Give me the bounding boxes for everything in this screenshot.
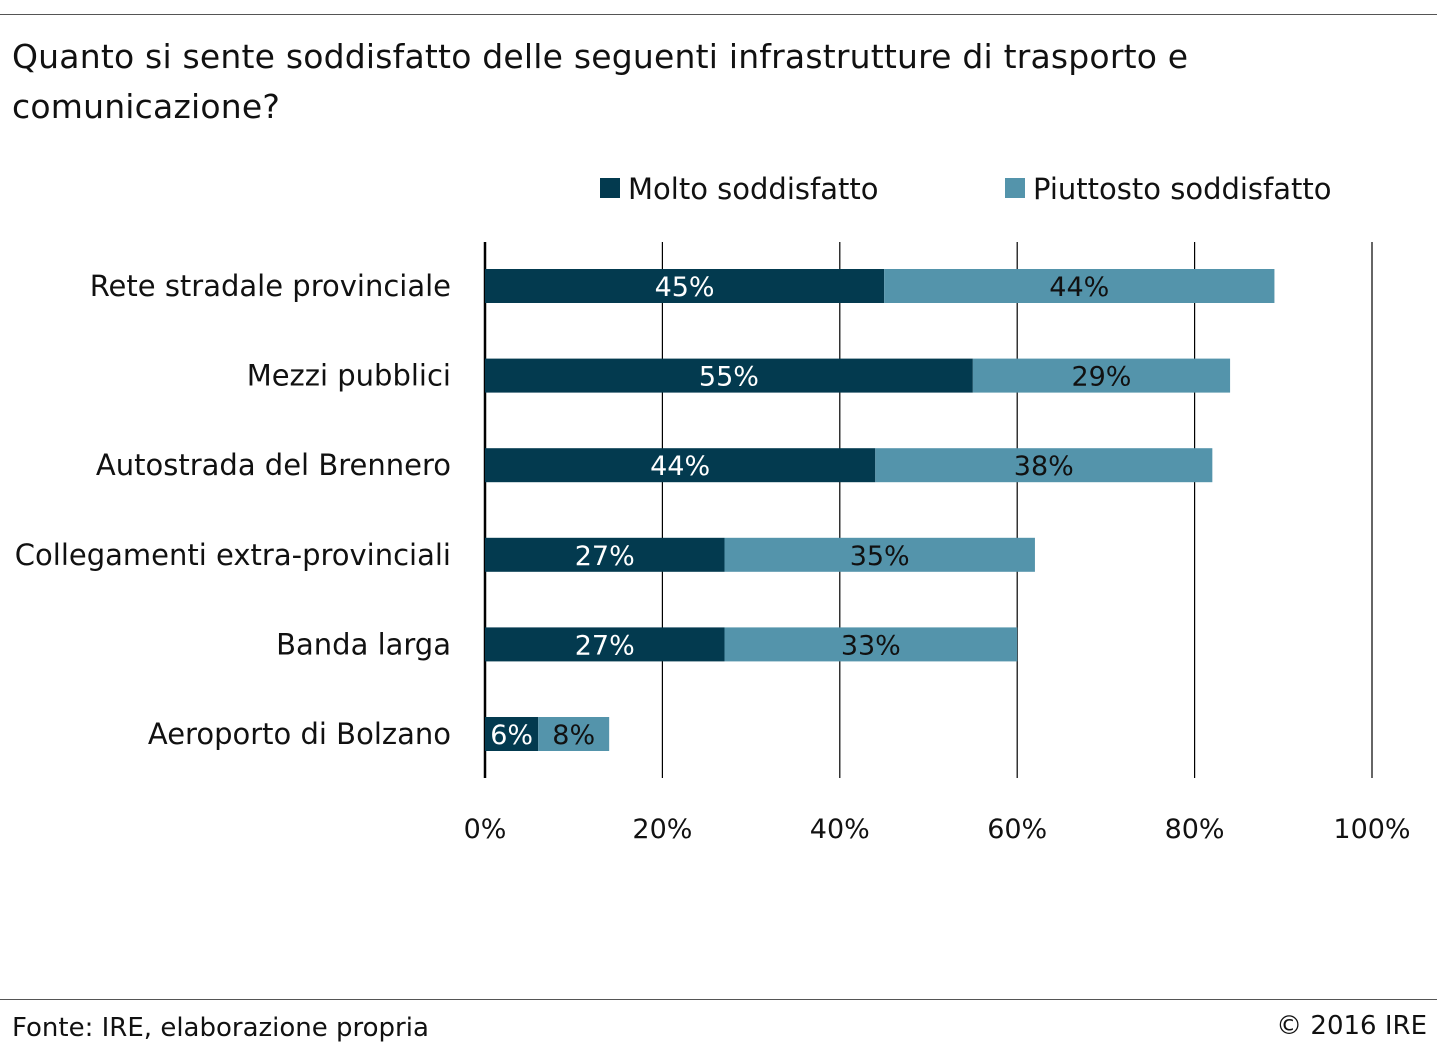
category-label: Collegamenti extra-provinciali [15,538,451,572]
category-label: Rete stradale provinciale [90,269,451,303]
label-layer: 0% 20% 40% 60% 80% 100% Rete stradale provinci… [15,269,1411,845]
legend-swatch [1005,178,1025,198]
x-tick-label: 100% [1333,814,1410,845]
legend-label: Piuttosto soddisfatto [1033,172,1332,206]
data-label: 33% [841,630,901,661]
chart-title: Quanto si sente soddisfatto delle seguen… [12,37,1189,126]
legend-label: Molto soddisfatto [628,172,878,206]
bar-piuttosto-soddisfatto [538,717,610,751]
data-label: 55% [699,362,759,393]
bar-molto-soddisfatto [485,358,973,393]
data-label: 27% [575,541,635,572]
bar-molto-soddisfatto [485,627,725,662]
bar-piuttosto-soddisfatto [724,537,1035,572]
bar-molto-soddisfatto [485,448,876,483]
category-label: Banda larga [276,627,451,661]
data-label: 35% [850,541,910,572]
bar-piuttosto-soddisfatto [972,358,1231,393]
data-label: 6% [490,720,533,751]
bar-molto-soddisfatto [485,269,885,303]
bar-piuttosto-soddisfatto [724,627,1018,662]
x-tick-label: 40% [810,814,870,845]
grid-layer [483,242,1373,778]
bar-molto-soddisfatto [485,537,725,572]
data-label: 29% [1071,362,1131,393]
x-tick-label: 60% [987,814,1047,845]
data-label: 27% [575,630,635,661]
bar-chart: 0% 20% 40% 60% 80% 100% Rete stradale provinci… [15,172,1411,845]
x-tick-label: 20% [632,814,692,845]
footer-source: Fonte: IRE, elaborazione propria [12,1013,429,1043]
data-label: 45% [655,272,715,303]
bottom-rule [0,999,1437,1000]
data-label: 8% [552,720,595,751]
category-label: Mezzi pubblici [247,359,451,393]
bar-piuttosto-soddisfatto [875,448,1213,483]
legend: Molto soddisfatto Piuttosto soddisfatto [600,172,1332,206]
top-rule [0,14,1437,15]
data-label: 38% [1014,451,1074,482]
x-tick-label: 0% [464,814,507,845]
data-label: 44% [1049,272,1109,303]
category-label: Aeroporto di Bolzano [148,717,451,751]
x-tick-label: 80% [1165,814,1225,845]
bar-piuttosto-soddisfatto [884,269,1275,303]
legend-swatch [600,178,620,198]
data-label: 44% [650,451,710,482]
bar-layer [485,269,1275,751]
category-label: Autostrada del Brennero [96,448,451,482]
bar-molto-soddisfatto [485,717,539,751]
footer-copyright: © 2016 IRE [1276,1011,1427,1041]
